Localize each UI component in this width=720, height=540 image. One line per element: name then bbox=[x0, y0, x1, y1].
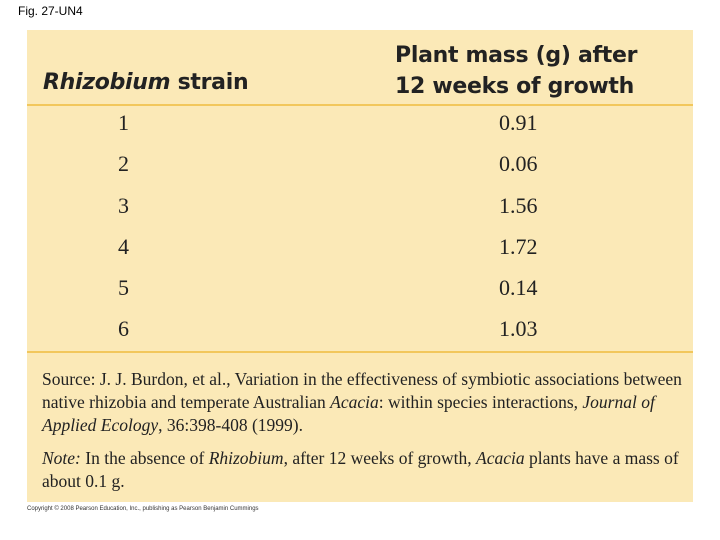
table-row: 2 0.06 bbox=[27, 151, 693, 192]
mass-header-line1: Plant mass (g) after bbox=[395, 43, 638, 68]
mass-cell: 1.72 bbox=[499, 233, 538, 259]
table-row: 6 1.03 bbox=[27, 316, 693, 357]
note-italic-acacia: Acacia bbox=[476, 448, 525, 468]
table-divider bbox=[27, 351, 693, 353]
copyright-notice: Copyright © 2008 Pearson Education, Inc.… bbox=[27, 506, 259, 512]
note-italic-rhizobium: Rhizobium bbox=[208, 448, 284, 468]
table-body: 1 0.91 2 0.06 3 1.56 4 1.72 5 0.14 6 1.0… bbox=[27, 110, 693, 358]
data-table-panel: Rhizobium strain Plant mass (g) after 12… bbox=[27, 30, 693, 502]
source-text-2: : within species interactions, bbox=[378, 392, 583, 412]
source-citation: Source: J. J. Burdon, et al., Variation … bbox=[42, 368, 682, 437]
note-label: Note: bbox=[42, 448, 81, 468]
source-italic-journal: Journal of Applied Ecology bbox=[42, 392, 655, 435]
strain-header-italic: Rhizobium bbox=[43, 70, 171, 95]
source-italic-acacia: Acacia bbox=[330, 392, 379, 412]
strain-header-rest: strain bbox=[170, 70, 249, 95]
figure-label: Fig. 27-UN4 bbox=[18, 4, 83, 18]
table-row: 5 0.14 bbox=[27, 275, 693, 316]
note-text-2: , after 12 weeks of growth, bbox=[283, 448, 477, 468]
strain-cell: 1 bbox=[118, 110, 129, 135]
mass-cell: 1.03 bbox=[499, 316, 538, 342]
column-header-strain: Rhizobium strain bbox=[43, 70, 249, 95]
table-row: 1 0.91 bbox=[27, 110, 693, 151]
strain-cell: 3 bbox=[118, 192, 129, 218]
table-row: 3 1.56 bbox=[27, 193, 693, 234]
strain-cell: 4 bbox=[118, 233, 129, 259]
source-text-3: , 36:398-408 (1999). bbox=[158, 415, 304, 435]
mass-cell: 0.14 bbox=[499, 275, 538, 301]
note-text-1: In the absence of bbox=[80, 448, 209, 468]
mass-cell: 0.91 bbox=[499, 110, 538, 135]
source-text-1: Source: J. J. Burdon, et al., Variation … bbox=[42, 369, 682, 412]
strain-cell: 2 bbox=[118, 151, 129, 177]
column-header-mass: Plant mass (g) after 12 weeks of growth bbox=[395, 40, 638, 102]
table-note: Note: In the absence of Rhizobium, after… bbox=[42, 447, 682, 493]
table-header: Rhizobium strain Plant mass (g) after 12… bbox=[27, 30, 693, 106]
mass-header-line2: 12 weeks of growth bbox=[395, 74, 634, 99]
mass-cell: 1.56 bbox=[499, 192, 538, 218]
strain-cell: 5 bbox=[118, 275, 129, 301]
table-row: 4 1.72 bbox=[27, 234, 693, 275]
note-text-3: plants have a mass of about 0.1 g. bbox=[42, 448, 679, 491]
mass-cell: 0.06 bbox=[499, 151, 538, 177]
strain-cell: 6 bbox=[118, 316, 129, 342]
